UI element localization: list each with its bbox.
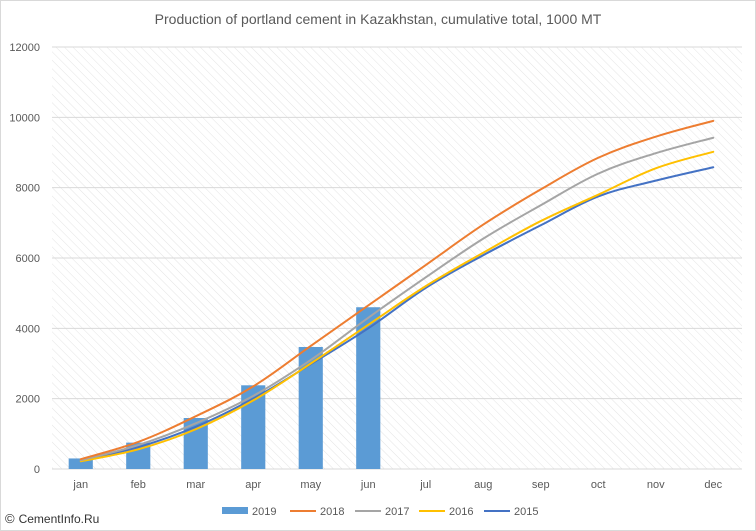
x-tick-label: sep (532, 479, 550, 491)
x-tick-label: may (300, 479, 321, 491)
y-tick-label: 12000 (9, 42, 40, 54)
y-tick-label: 10000 (9, 112, 40, 124)
series-line-2017 (79, 136, 715, 462)
watermark-text: CementInfo.Ru (18, 511, 100, 526)
legend-label-2019: 2019 (252, 506, 276, 518)
x-tick-label: apr (245, 479, 261, 491)
x-tick-label: dec (704, 479, 722, 491)
x-tick-label: mar (186, 479, 205, 491)
x-tick-label: aug (474, 479, 492, 491)
x-tick-label: oct (591, 479, 606, 491)
legend-label-2015: 2015 (514, 506, 538, 518)
watermark: © CementInfo.Ru (5, 511, 99, 526)
series-line-2018 (79, 119, 715, 461)
y-axis-tick-labels: 0 2000 4000 6000 8000 10000 12000 (9, 42, 40, 476)
x-tick-label: nov (647, 479, 665, 491)
series-line-2016 (79, 150, 715, 463)
y-tick-label: 2000 (16, 394, 40, 406)
y-tick-label: 4000 (16, 323, 40, 335)
bar (68, 458, 93, 469)
legend-label-2018: 2018 (320, 506, 344, 518)
legend-label-2016: 2016 (449, 506, 473, 518)
copyright-icon: © (5, 511, 15, 526)
x-tick-label: jan (72, 479, 88, 491)
chart-title: Production of portland cement in Kazakhs… (154, 11, 602, 27)
y-tick-label: 8000 (16, 183, 40, 195)
series-line-2015 (79, 166, 715, 462)
line-series (79, 119, 715, 463)
x-tick-label: jul (419, 479, 431, 491)
x-tick-label: feb (131, 479, 146, 491)
legend: 2019 2018 2017 2016 2015 (222, 506, 538, 518)
x-axis-tick-labels: jan feb mar apr may jun jul aug sep oct nov dec (72, 479, 722, 491)
y-tick-label: 0 (34, 464, 40, 476)
legend-swatch-2019 (222, 507, 248, 514)
bar (298, 346, 323, 469)
legend-label-2017: 2017 (385, 506, 409, 518)
x-tick-label: jun (360, 479, 376, 491)
y-tick-label: 6000 (16, 253, 40, 265)
